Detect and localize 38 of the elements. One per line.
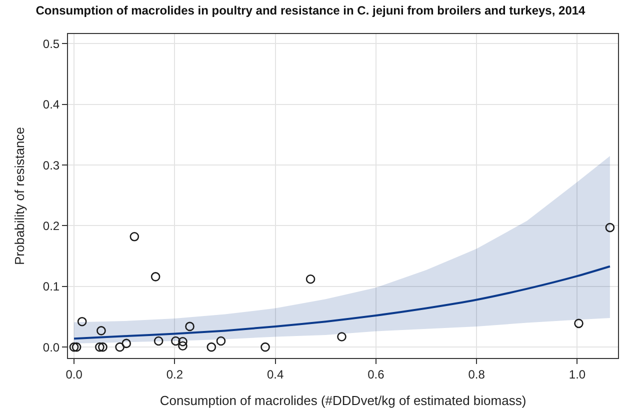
y-tick-label: 0.4 <box>42 98 60 112</box>
point <box>130 232 140 242</box>
point <box>115 342 124 352</box>
x-tick-label: 0.0 <box>66 367 83 382</box>
y-axis-title: Probability of resistance <box>12 126 27 266</box>
point <box>574 318 584 328</box>
point <box>69 342 79 352</box>
point <box>178 336 188 346</box>
x-axis-title: Consumption of macrolides (#DDDvet/kg of estimated biomass) <box>160 393 526 408</box>
point <box>206 342 216 352</box>
point <box>216 336 226 346</box>
point <box>98 342 108 352</box>
y-tick-label: 0.0 <box>42 340 60 354</box>
x-tick-label: 1.0 <box>568 367 586 382</box>
point <box>122 338 132 348</box>
point <box>306 274 316 284</box>
point <box>72 342 82 352</box>
x-tick-label: 0.4 <box>266 367 284 382</box>
point <box>150 272 160 282</box>
chart-title: Consumption of macrolides in poultry and resistance in C. jejuni from broilers and turkeys, 2014 <box>36 4 586 18</box>
y-tick-label: 0.5 <box>42 36 60 51</box>
point <box>95 342 104 352</box>
point <box>77 316 87 326</box>
x-tick-label: 0.2 <box>166 367 184 382</box>
x-tick-label: 0.6 <box>368 367 385 382</box>
point <box>178 341 188 351</box>
y-tick-label: 0.3 <box>42 158 60 172</box>
y-tick-label: 0.2 <box>42 218 60 233</box>
line-series <box>73 265 611 340</box>
point <box>154 336 164 346</box>
x-tick-label: 0.8 <box>468 367 486 382</box>
point <box>96 326 106 336</box>
point <box>605 222 615 232</box>
point <box>171 336 180 346</box>
point <box>337 332 346 342</box>
point <box>260 342 270 352</box>
y-tick-label: 0.1 <box>42 280 60 294</box>
point <box>185 322 194 332</box>
